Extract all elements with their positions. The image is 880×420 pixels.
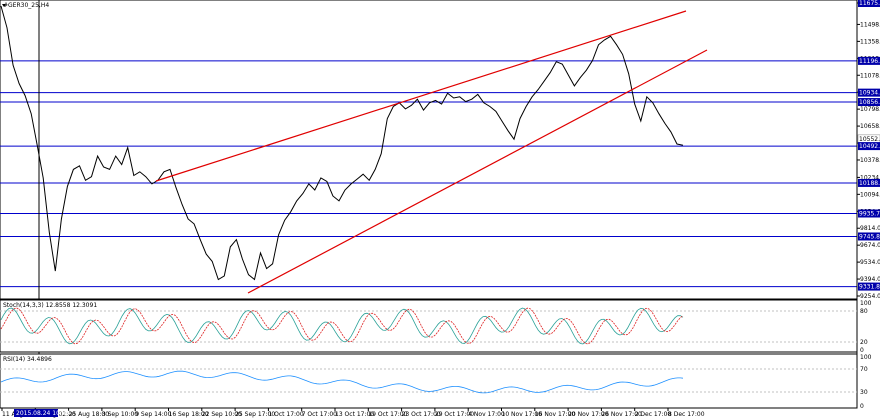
price-tick-label: 9674.0: [860, 242, 880, 249]
stoch-label: Stoch(14,3,3) 12.8558 12.3091: [3, 302, 97, 309]
price-series-line: [0, 5, 684, 281]
time-tick-label: 16 Sep 18:00: [169, 411, 209, 418]
level-tag-label: 11196.6: [859, 58, 880, 65]
level-tag-label: 9331.8: [859, 284, 880, 291]
price-level-tags: 11675.0 11196.6 10934.4 10856.7 10552.510492…: [857, 0, 880, 291]
price-tick-label: 9534.0: [860, 259, 880, 266]
level-tag-label: 11675.0: [859, 0, 880, 7]
time-tick-label: 2 Dec 17:00: [635, 411, 672, 418]
price-tick-label: 11078.0: [860, 72, 880, 79]
price-tick-label: 9814.0: [860, 225, 880, 232]
stoch-level-label: 80: [860, 308, 868, 315]
price-tick-label: 9254.0: [860, 293, 880, 300]
rsi-level-labels: 100 70 30 0: [860, 354, 872, 410]
rsi-panel[interactable]: RSI(14) 34.4896 100 70 30 0: [0, 353, 872, 410]
rsi-panel-frame: [0, 353, 858, 409]
lower-channel-trendline[interactable]: [247, 49, 708, 294]
time-tick-label: 4 Nov 17:00: [468, 411, 505, 418]
time-tick-label: 1 Oct 17:00: [268, 411, 303, 418]
level-tag-label: 10188.2: [859, 180, 880, 187]
price-panel-frame: [0, 0, 858, 300]
symbol-label: #GER30_25,H4: [3, 2, 49, 9]
price-tick-label: 11358.0: [860, 38, 880, 45]
time-tick-label: 25 Aug 18:00: [69, 411, 110, 418]
stoch-signal-line: [0, 307, 684, 345]
crosshair-time-label: 2015.08.24 10:00: [16, 410, 70, 417]
level-tag: [858, 178, 880, 187]
time-tick-label: 7 Oct 17:00: [302, 411, 337, 418]
level-tag-label: 9745.8: [859, 233, 880, 240]
level-tag-label: 10934.4: [859, 90, 880, 97]
price-tick-label: 10094.0: [860, 191, 880, 198]
stoch-level-label: 20: [860, 339, 868, 346]
rsi-label: RSI(14) 34.4896: [3, 356, 52, 363]
time-tick-label: 3 Sep 10:00: [102, 411, 138, 418]
rsi-level-label: 30: [860, 389, 868, 396]
level-tag: [858, 98, 880, 107]
time-tick-label: 25 Sep 17:00: [235, 411, 275, 418]
price-tick-label: 10658.0: [860, 123, 880, 130]
rsi-level-label: 70: [860, 366, 868, 373]
time-tick-label: 23 Oct 17:00: [402, 411, 441, 418]
stoch-main-line: [0, 307, 684, 345]
level-tag: [858, 56, 880, 65]
level-tag-label: 10856.7: [859, 99, 880, 106]
rsi-level-label: 0: [860, 403, 864, 410]
level-tag-label: 10552.5: [859, 136, 880, 143]
time-tick-label: 22 Sep 10:00: [202, 411, 242, 418]
time-tick-label: 29 Oct 17:00: [435, 411, 474, 418]
stoch-level-label: 0: [860, 347, 864, 354]
trendlines[interactable]: [155, 10, 708, 294]
stoch-level-label: 100: [860, 300, 872, 307]
level-tag: [858, 88, 880, 97]
level-tag-label: 10492.7: [859, 143, 880, 150]
upper-channel-trendline[interactable]: [155, 10, 687, 182]
price-axis: 11675.011498.011358.011218.011078.010938…: [856, 0, 880, 408]
time-tick-label: 8 Dec 17:00: [668, 411, 705, 418]
stoch-panel-frame: [0, 299, 858, 353]
level-tag: [858, 142, 880, 151]
price-tick-label: 11498.0: [860, 21, 880, 28]
level-tag-label: 9935.7: [859, 210, 880, 217]
time-tick-label: 10 Nov 17:00: [502, 411, 543, 418]
price-tick-label: 10378.0: [860, 157, 880, 164]
level-tag: [858, 232, 880, 241]
time-tick-label: 13 Oct 17:00: [335, 411, 374, 418]
level-tag: [858, 209, 880, 218]
time-tick-label: 9 Sep 14:00: [135, 411, 171, 418]
chevron-down-icon[interactable]: [2, 4, 6, 7]
level-tag: [858, 282, 880, 291]
level-tag: [858, 0, 880, 7]
price-tick-label: 9394.0: [860, 276, 880, 283]
rsi-level-label: 100: [860, 354, 872, 361]
rsi-line: [0, 370, 684, 394]
time-tick-label: 26 Nov 17:00: [601, 411, 642, 418]
time-tick-label: 20 Nov 17:00: [568, 411, 609, 418]
price-tick-label: 10234.0: [860, 174, 880, 181]
time-tick-label: 16 Nov 17:00: [535, 411, 576, 418]
time-tick-label: 19 Oct 17:00: [368, 411, 407, 418]
crosshair-time-tag: [14, 409, 58, 417]
price-tick-label: 10798.0: [860, 106, 880, 113]
horizontal-levels[interactable]: [0, 60, 857, 288]
